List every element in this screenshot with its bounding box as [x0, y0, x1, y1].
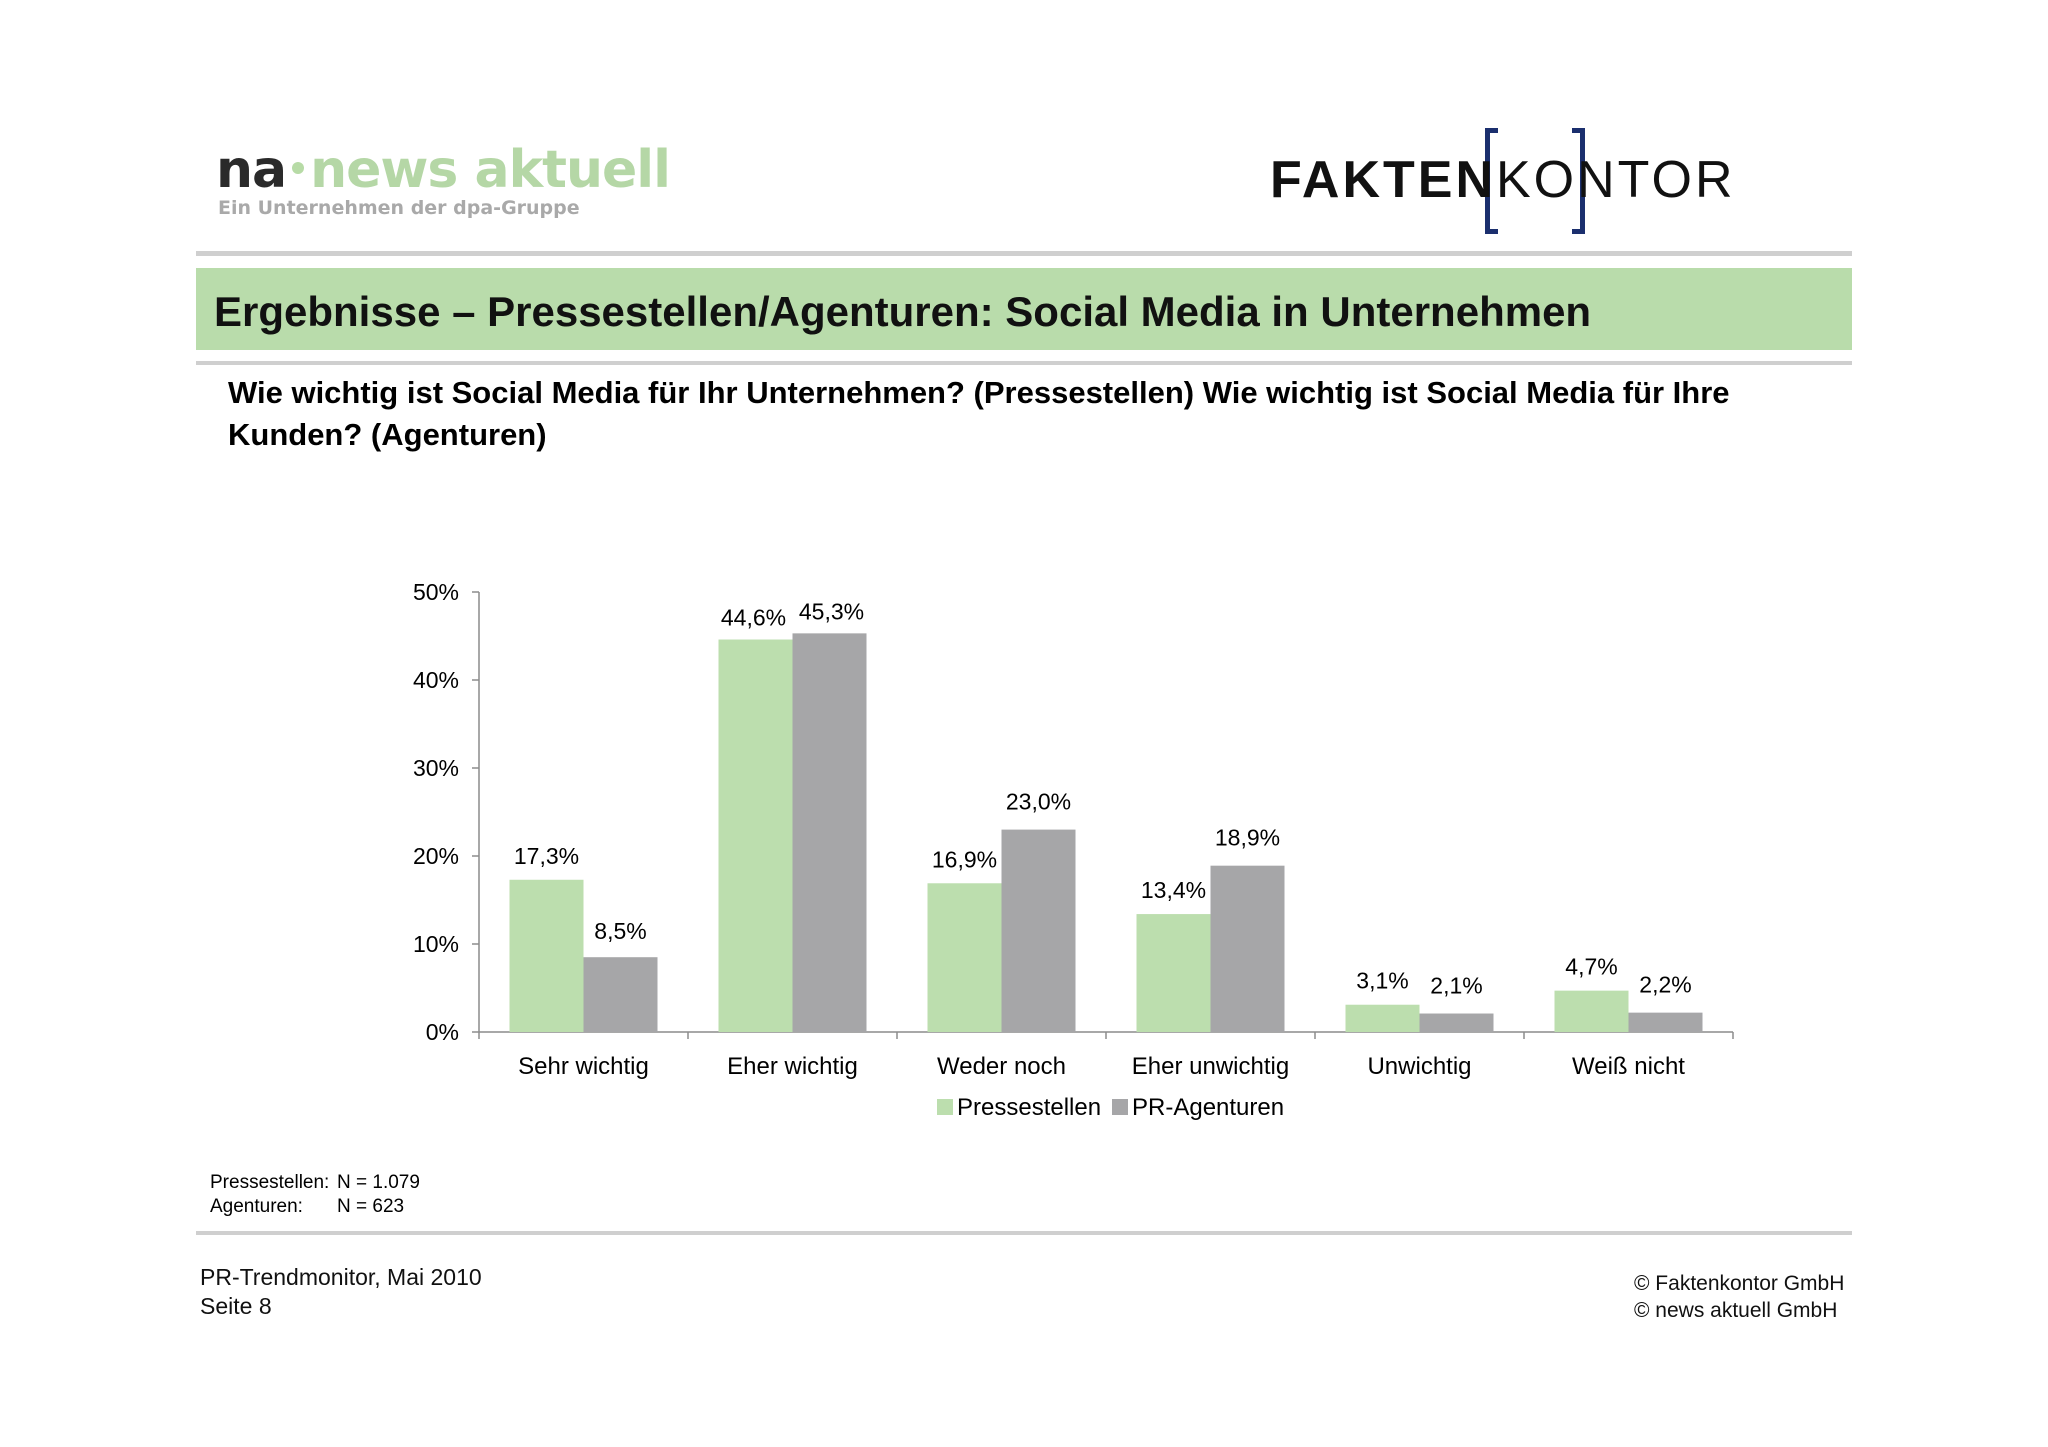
footer-divider [196, 1231, 1852, 1235]
value-labels: 17,3% 8,5% 44,6% 45,3% 16,9% 23,0% 13,4% 18,9% 3… [514, 598, 1692, 998]
data-label: 13,4% [1141, 877, 1206, 903]
logo-na-text: na [216, 140, 287, 200]
bar-pr-agenturen [583, 957, 658, 1032]
data-label: 23,0% [1006, 789, 1071, 815]
note-label: Agenturen: [210, 1196, 303, 1217]
data-label: 2,1% [1430, 973, 1482, 999]
y-tick-label: 10% [413, 931, 459, 957]
data-label: 16,9% [932, 846, 997, 872]
footer-page-number: Seite 8 [200, 1293, 272, 1319]
sample-note-pressestellen: Pressestellen: N = 1.079 [210, 1172, 420, 1194]
bar-pr-agenturen [1001, 829, 1076, 1032]
data-label: 8,5% [594, 918, 646, 944]
bar-pr-agenturen [1419, 1013, 1494, 1032]
x-category-label: Eher wichtig [727, 1053, 858, 1080]
logo-news-aktuell-text: news aktuell [310, 140, 671, 200]
data-label: 44,6% [721, 605, 786, 631]
y-tick-label: 0% [426, 1019, 459, 1045]
bar-pressestellen [1136, 914, 1211, 1032]
bar-chart: 0% 10% 20% 30% 40% 50% Sehr wichtig Eher wicht… [413, 579, 1734, 1121]
y-tick-label: 30% [413, 755, 459, 781]
data-label: 3,1% [1356, 968, 1408, 994]
logo-kontor-text: KONTOR [1496, 151, 1736, 209]
note-value: N = 623 [337, 1196, 405, 1217]
logo-dot-icon [292, 162, 305, 174]
note-label: Pressestellen: [210, 1172, 330, 1193]
title-divider [196, 361, 1852, 365]
x-category-label: Eher unwichtig [1132, 1053, 1289, 1080]
logo-tagline: Ein Unternehmen der dpa-Gruppe [218, 197, 580, 219]
survey-question: Wie wichtig ist Social Media für Ihr Unt… [228, 375, 1730, 452]
bar-pressestellen [509, 879, 584, 1032]
footer-source: PR-Trendmonitor, Mai 2010 [200, 1264, 482, 1290]
logo-fakten-text: FAKTEN [1270, 151, 1496, 209]
data-label: 2,2% [1639, 972, 1691, 998]
footer-right: © Faktenkontor GmbH © news aktuell GmbH [1634, 1270, 1844, 1324]
x-category-label: Sehr wichtig [518, 1053, 649, 1080]
sample-note-agenturen: Agenturen: N = 623 [210, 1196, 404, 1218]
data-label: 18,9% [1215, 825, 1280, 851]
legend-swatch-pressestellen [937, 1099, 953, 1115]
faktenkontor-logo: FAKTENKONTOR [1270, 126, 1810, 238]
x-category-label: Weder noch [937, 1053, 1066, 1080]
legend-label-pressestellen: Pressestellen [957, 1094, 1101, 1121]
footer-copyright-2: © news aktuell GmbH [1634, 1299, 1838, 1322]
title-bar: Ergebnisse – Pressestellen/Agenturen: So… [196, 268, 1852, 350]
data-label: 17,3% [514, 843, 579, 869]
page-title: Ergebnisse – Pressestellen/Agenturen: So… [214, 288, 1592, 335]
y-tick-label: 40% [413, 667, 459, 693]
bar-pressestellen [1554, 990, 1629, 1032]
data-label: 45,3% [799, 598, 864, 624]
y-tick-label: 20% [413, 843, 459, 869]
y-axis: 0% 10% 20% 30% 40% 50% [413, 579, 480, 1045]
bars [509, 633, 1703, 1032]
data-label: 4,7% [1565, 954, 1617, 980]
note-value: N = 1.079 [337, 1172, 420, 1193]
bar-pressestellen [1345, 1004, 1420, 1032]
bar-pr-agenturen [1628, 1012, 1703, 1032]
top-divider [196, 251, 1852, 256]
bar-pressestellen [927, 883, 1002, 1032]
footer-copyright-1: © Faktenkontor GmbH [1634, 1272, 1845, 1295]
y-tick-label: 50% [413, 579, 459, 605]
x-category-label: Unwichtig [1367, 1053, 1471, 1080]
legend-swatch-pr-agenturen [1112, 1099, 1128, 1115]
news-aktuell-logo: na news aktuell Ein Unternehmen der dpa-G… [216, 135, 671, 235]
footer-left: PR-Trendmonitor, Mai 2010 Seite 8 [200, 1263, 482, 1321]
x-category-label: Weiß nicht [1572, 1053, 1685, 1080]
bar-pr-agenturen [792, 633, 867, 1032]
bar-pr-agenturen [1210, 865, 1285, 1032]
chart-legend: Pressestellen PR-Agenturen [937, 1094, 1284, 1121]
bar-pressestellen [718, 639, 793, 1032]
legend-label-pr-agenturen: PR-Agenturen [1132, 1094, 1284, 1121]
x-axis: Sehr wichtig Eher wichtig Weder noch Eher u… [478, 1031, 1734, 1080]
